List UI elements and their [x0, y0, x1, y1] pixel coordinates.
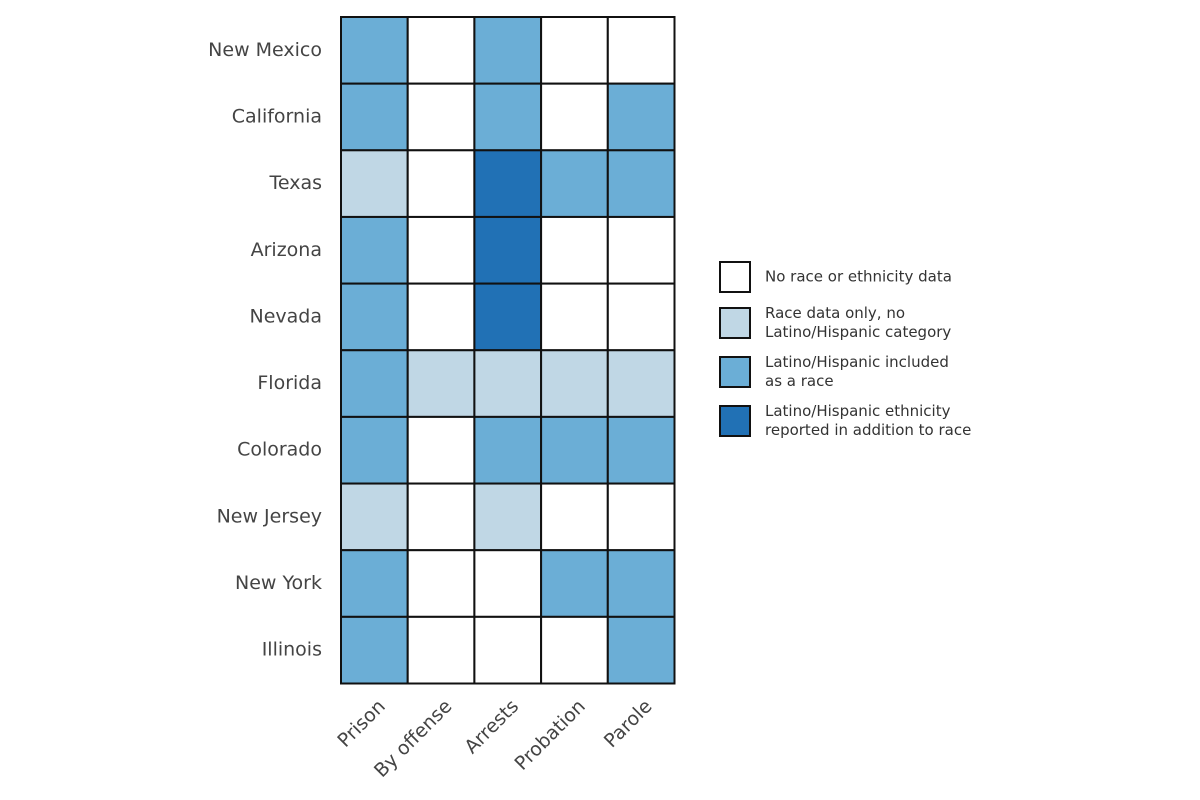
heatmap-cell — [540, 16, 609, 85]
heatmap-cell — [473, 282, 543, 352]
legend-swatch — [719, 356, 751, 388]
row-label: Nevada — [250, 305, 323, 327]
heatmap-cell — [340, 549, 409, 618]
heatmap-cell — [473, 549, 543, 618]
heatmap-cell — [540, 549, 609, 618]
heatmap-cell — [606, 82, 676, 152]
heatmap-cell — [540, 215, 609, 285]
legend-label: Latino/Hispanic ethnicity — [765, 402, 951, 420]
heatmap-cell — [340, 16, 409, 85]
legend-swatch — [719, 405, 751, 437]
heatmap-cell — [406, 16, 476, 85]
row-label: California — [232, 105, 322, 127]
heatmap-cell — [473, 82, 543, 152]
heatmap-cell — [540, 282, 609, 352]
row-label: Arizona — [251, 239, 322, 261]
heatmap-cell — [340, 282, 409, 352]
column-label: Probation — [511, 695, 590, 774]
legend-swatch — [719, 261, 751, 293]
column-label: Arrests — [460, 695, 523, 758]
heatmap-cell — [540, 82, 609, 152]
heatmap-cell — [606, 16, 676, 85]
heatmap-cell — [473, 615, 543, 685]
row-label: Texas — [268, 172, 322, 194]
heatmap-cell — [406, 415, 476, 485]
row-label: New Jersey — [217, 505, 322, 527]
heatmap-cell — [473, 215, 543, 285]
heatmap-cell — [340, 615, 409, 685]
heatmap-cell — [340, 215, 409, 285]
column-label: Parole — [600, 695, 657, 752]
row-label: New Mexico — [208, 39, 322, 61]
row-label: Illinois — [262, 639, 322, 661]
heatmap-cell — [406, 82, 476, 152]
heatmap-cell — [606, 415, 676, 485]
row-label: New York — [235, 572, 322, 594]
heatmap-cell — [540, 415, 609, 485]
heatmap-cell — [606, 615, 676, 685]
heatmap-cell — [606, 215, 676, 285]
heatmap-cell — [473, 482, 543, 552]
legend-swatch — [719, 307, 751, 339]
legend-label: as a race — [765, 372, 834, 390]
heatmap-cell — [606, 282, 676, 352]
heatmap-cell — [406, 149, 476, 218]
heatmap-cell — [340, 482, 409, 552]
heatmap-cell — [540, 482, 609, 552]
heatmap-cell — [406, 282, 476, 352]
heatmap-cell — [540, 615, 609, 685]
heatmap-cell — [340, 82, 409, 152]
row-label: Colorado — [237, 439, 322, 461]
legend-label: No race or ethnicity data — [765, 268, 952, 286]
heatmap-cell — [406, 482, 476, 552]
heatmap-cell — [340, 349, 409, 418]
heatmap-cell — [540, 149, 609, 218]
heatmap-cell — [606, 482, 676, 552]
heatmap-cell — [606, 549, 676, 618]
heatmap-cell — [606, 349, 676, 418]
heatmap-cell — [406, 215, 476, 285]
heatmap-cell — [406, 615, 476, 685]
legend-label: Latino/Hispanic category — [765, 323, 951, 341]
heatmap-cell — [406, 349, 476, 418]
column-label: Prison — [333, 695, 389, 751]
legend-label: reported in addition to race — [765, 421, 971, 439]
heatmap-cell — [473, 415, 543, 485]
heatmap-cell — [473, 349, 543, 418]
heatmap-cell — [473, 149, 543, 218]
heatmap-cell — [406, 549, 476, 618]
legend-label: Race data only, no — [765, 304, 905, 322]
heatmap-cell — [540, 349, 609, 418]
heatmap-cell — [340, 415, 409, 485]
heatmap-cell — [473, 16, 543, 85]
legend-label: Latino/Hispanic included — [765, 353, 949, 371]
heatmap-cell — [340, 149, 409, 218]
heatmap-cell — [606, 149, 676, 218]
row-label: Florida — [257, 372, 322, 394]
